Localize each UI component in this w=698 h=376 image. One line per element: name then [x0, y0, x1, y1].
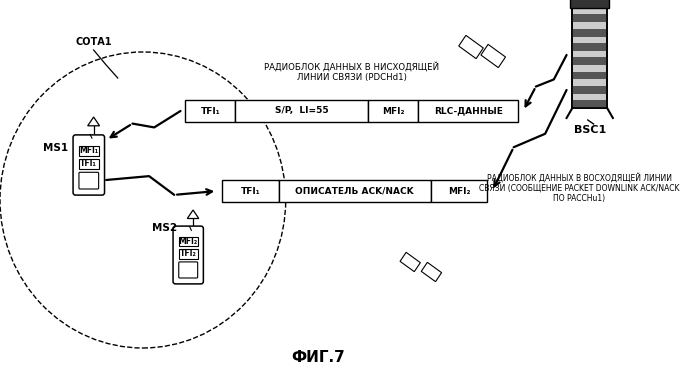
Bar — [79, 159, 98, 169]
Bar — [572, 100, 607, 108]
Bar — [572, 14, 607, 22]
Text: MFI₂: MFI₂ — [383, 106, 405, 115]
Bar — [572, 29, 607, 36]
FancyBboxPatch shape — [173, 226, 203, 284]
Text: MS2: MS2 — [151, 223, 177, 233]
Bar — [222, 180, 279, 202]
Text: MS1: MS1 — [43, 143, 68, 153]
Text: РАДИОБЛОК ДАННЫХ В ВОСХОДЯЩЕЙ ЛИНИИ
СВЯЗИ (СООБЩЕНИЕ PACKET DOWNLINK ACK/NACK
ПО: РАДИОБЛОК ДАННЫХ В ВОСХОДЯЩЕЙ ЛИНИИ СВЯЗ… — [479, 173, 679, 203]
Bar — [572, 8, 607, 108]
Bar — [431, 180, 487, 202]
Bar — [179, 237, 198, 246]
Bar — [570, 0, 609, 8]
Bar — [572, 43, 607, 51]
Bar — [185, 100, 235, 122]
Bar — [422, 262, 442, 282]
Bar — [572, 8, 607, 108]
Bar — [279, 180, 431, 202]
Text: РАДИОБЛОК ДАННЫХ В НИСХОДЯЩЕЙ
ЛИНИИ СВЯЗИ (PDCHd1): РАДИОБЛОК ДАННЫХ В НИСХОДЯЩЕЙ ЛИНИИ СВЯЗ… — [265, 62, 439, 82]
Bar — [400, 252, 420, 272]
Text: MFI₂: MFI₂ — [179, 237, 198, 246]
Text: ФИГ.7: ФИГ.7 — [292, 350, 346, 365]
Bar — [481, 44, 505, 68]
Text: ОПИСАТЕЛЬ ACK/NACK: ОПИСАТЕЛЬ ACK/NACK — [295, 186, 414, 196]
FancyBboxPatch shape — [79, 172, 98, 189]
Bar — [572, 57, 607, 65]
Bar — [179, 249, 198, 259]
Bar — [572, 86, 607, 94]
Bar — [369, 100, 418, 122]
FancyBboxPatch shape — [179, 262, 198, 278]
FancyBboxPatch shape — [73, 135, 105, 195]
Text: MFI₂: MFI₂ — [447, 186, 470, 196]
Text: TFI₁: TFI₁ — [241, 186, 260, 196]
Text: TFI₁: TFI₁ — [200, 106, 220, 115]
Text: RLC-ДАННЫЕ: RLC-ДАННЫЕ — [434, 106, 503, 115]
Text: BSC1: BSC1 — [574, 125, 606, 135]
Bar — [79, 146, 98, 156]
Text: MFI₁: MFI₁ — [79, 146, 98, 155]
Bar — [572, 71, 607, 79]
Bar — [418, 100, 519, 122]
Text: S/P,  LI=55: S/P, LI=55 — [275, 106, 329, 115]
Text: TFI₂: TFI₂ — [180, 249, 197, 258]
Text: TFI₁: TFI₁ — [80, 159, 97, 168]
Bar — [235, 100, 369, 122]
Bar — [459, 35, 483, 59]
Text: СОТА1: СОТА1 — [75, 37, 112, 47]
